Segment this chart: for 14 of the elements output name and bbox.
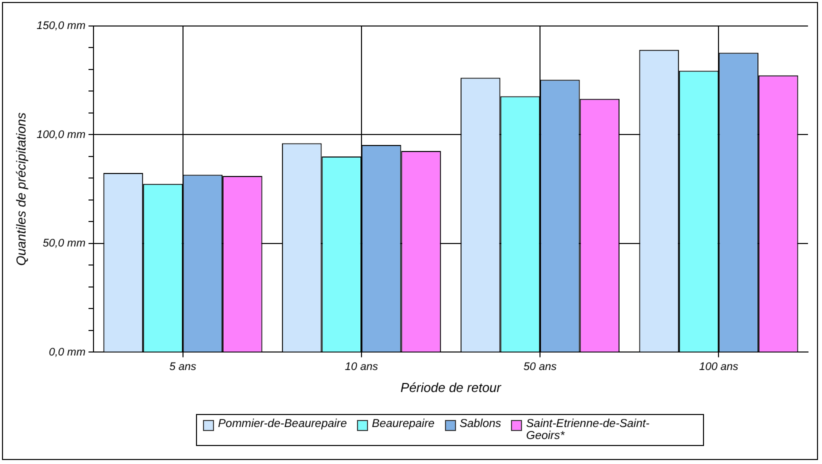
y-tick-label: 0,0 mm [48,346,86,358]
x-tick-label: 10 ans [344,360,378,373]
x-tick-label: 5 ans [169,360,197,373]
x-axis-title: Période de retour [400,380,502,395]
legend-label: Pommier-de-Beaurepaire [218,418,347,430]
legend-label: Sablons [460,418,502,430]
x-tick-label: 50 ans [524,360,558,373]
y-tick-label: 150,0 mm [36,20,86,32]
y-tick-label: 100,0 mm [36,128,86,141]
legend-label: Saint-Etrienne-de-Saint-Geoirs* [526,418,650,442]
x-tick-label: 100 ans [699,360,739,373]
y-axis-title: Quantiles de précipitations [13,112,28,266]
y-tick-label: 50,0 mm [42,238,86,250]
legend-label: Beaurepaire [372,418,435,430]
